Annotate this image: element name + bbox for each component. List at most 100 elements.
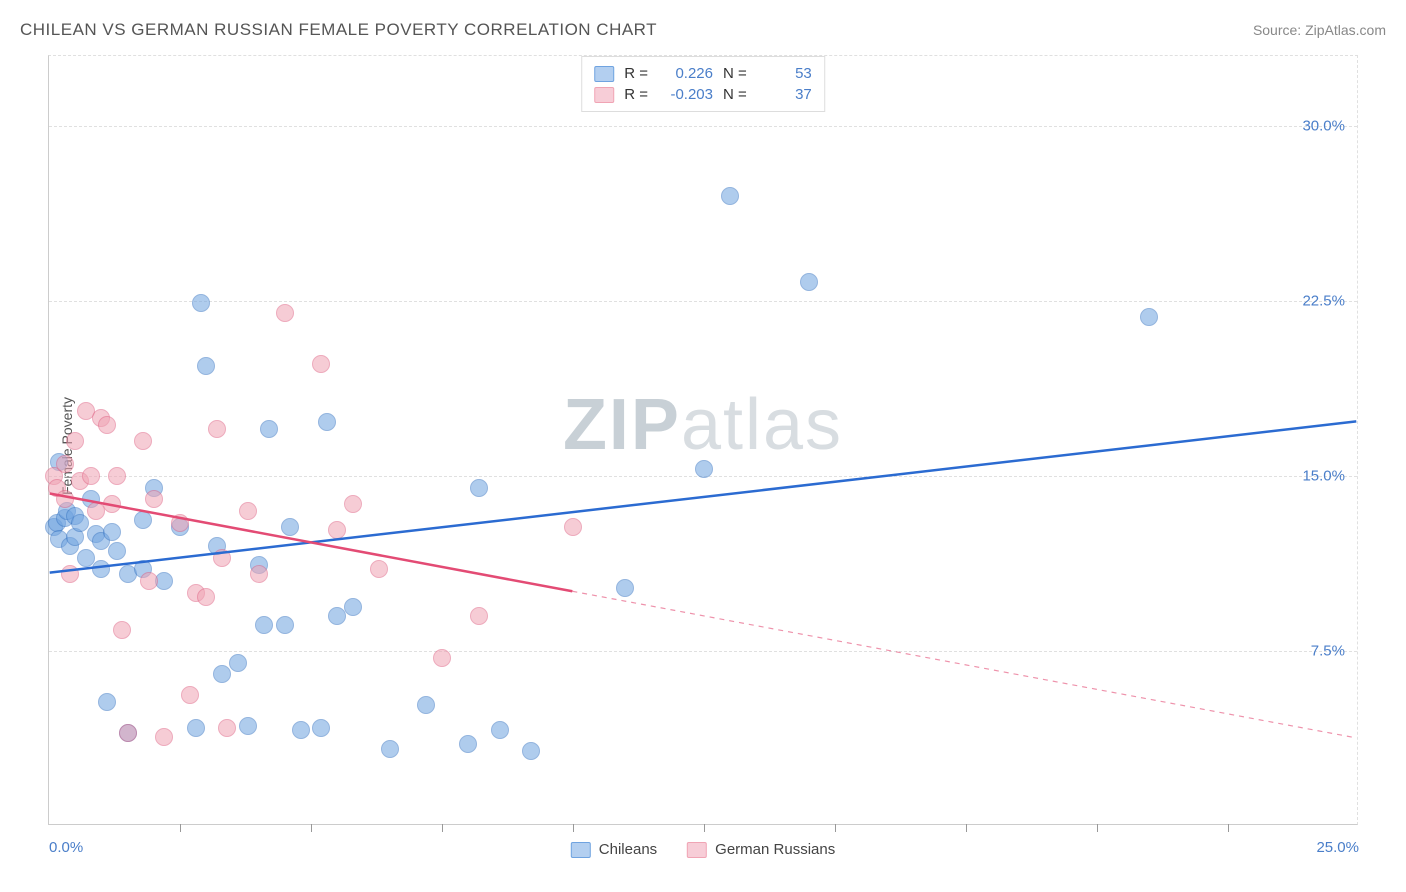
data-point — [318, 413, 336, 431]
x-tick-mark — [966, 824, 967, 832]
grid-line — [49, 651, 1357, 652]
data-point — [103, 523, 121, 541]
data-point — [134, 511, 152, 529]
legend-label: German Russians — [715, 841, 835, 858]
data-point — [470, 479, 488, 497]
legend-label: Chileans — [599, 841, 657, 858]
x-tick-mark — [704, 824, 705, 832]
data-point — [564, 518, 582, 536]
legend-r-label: R = — [624, 86, 648, 103]
legend-top: R = 0.226 N = 53 R = -0.203 N = 37 — [581, 56, 825, 112]
data-point — [218, 719, 236, 737]
chart-title: CHILEAN VS GERMAN RUSSIAN FEMALE POVERTY… — [20, 20, 657, 40]
x-tick-mark — [442, 824, 443, 832]
plot-area: ZIPatlas R = 0.226 N = 53 R = -0.203 N =… — [48, 55, 1358, 825]
data-point — [181, 686, 199, 704]
x-tick-mark — [180, 824, 181, 832]
data-point — [155, 572, 173, 590]
data-point — [71, 514, 89, 532]
data-point — [108, 467, 126, 485]
data-point — [61, 565, 79, 583]
legend-bottom-item: Chileans — [571, 841, 657, 858]
data-point — [77, 549, 95, 567]
legend-r-label: R = — [624, 65, 648, 82]
data-point — [276, 616, 294, 634]
data-point — [82, 467, 100, 485]
y-tick-label: 15.0% — [1302, 468, 1345, 485]
y-tick-label: 7.5% — [1311, 643, 1345, 660]
data-point — [119, 724, 137, 742]
data-point — [381, 740, 399, 758]
data-point — [328, 521, 346, 539]
y-tick-label: 30.0% — [1302, 118, 1345, 135]
legend-n-label: N = — [723, 65, 747, 82]
grid-line — [49, 126, 1357, 127]
data-point — [1140, 308, 1158, 326]
data-point — [255, 616, 273, 634]
data-point — [239, 502, 257, 520]
data-point — [260, 420, 278, 438]
data-point — [213, 665, 231, 683]
data-point — [92, 560, 110, 578]
y-tick-label: 22.5% — [1302, 293, 1345, 310]
grid-line — [49, 301, 1357, 302]
x-tick-label: 0.0% — [49, 839, 83, 856]
legend-r-value: 0.226 — [658, 65, 713, 82]
watermark: ZIPatlas — [563, 384, 843, 466]
data-point — [721, 187, 739, 205]
data-point — [213, 549, 231, 567]
data-point — [229, 654, 247, 672]
data-point — [491, 721, 509, 739]
data-point — [197, 588, 215, 606]
data-point — [187, 719, 205, 737]
data-point — [800, 273, 818, 291]
legend-swatch — [594, 66, 614, 82]
data-point — [276, 304, 294, 322]
x-tick-mark — [835, 824, 836, 832]
data-point — [281, 518, 299, 536]
data-point — [522, 742, 540, 760]
legend-n-label: N = — [723, 86, 747, 103]
data-point — [140, 572, 158, 590]
correlation-chart: CHILEAN VS GERMAN RUSSIAN FEMALE POVERTY… — [0, 0, 1406, 892]
data-point — [208, 420, 226, 438]
data-point — [312, 719, 330, 737]
legend-n-value: 37 — [757, 86, 812, 103]
watermark-bold: ZIP — [563, 385, 681, 465]
data-point — [250, 565, 268, 583]
data-point — [344, 495, 362, 513]
data-point — [292, 721, 310, 739]
data-point — [56, 455, 74, 473]
source-attribution: Source: ZipAtlas.com — [1253, 22, 1386, 38]
data-point — [108, 542, 126, 560]
data-point — [616, 579, 634, 597]
data-point — [113, 621, 131, 639]
watermark-light: atlas — [681, 385, 843, 465]
x-tick-mark — [573, 824, 574, 832]
x-tick-label: 25.0% — [1316, 839, 1359, 856]
legend-bottom-item: German Russians — [687, 841, 835, 858]
data-point — [134, 432, 152, 450]
data-point — [171, 514, 189, 532]
data-point — [370, 560, 388, 578]
legend-swatch — [594, 87, 614, 103]
data-point — [239, 717, 257, 735]
data-point — [695, 460, 713, 478]
legend-bottom: Chileans German Russians — [571, 841, 835, 858]
legend-swatch — [571, 842, 591, 858]
trend-lines — [49, 56, 1357, 824]
data-point — [103, 495, 121, 513]
data-point — [98, 693, 116, 711]
legend-top-row: R = 0.226 N = 53 — [594, 63, 812, 84]
x-tick-mark — [311, 824, 312, 832]
data-point — [197, 357, 215, 375]
data-point — [417, 696, 435, 714]
data-point — [312, 355, 330, 373]
data-point — [155, 728, 173, 746]
x-tick-mark — [1228, 824, 1229, 832]
data-point — [66, 432, 84, 450]
data-point — [98, 416, 116, 434]
x-tick-mark — [1097, 824, 1098, 832]
data-point — [344, 598, 362, 616]
data-point — [470, 607, 488, 625]
